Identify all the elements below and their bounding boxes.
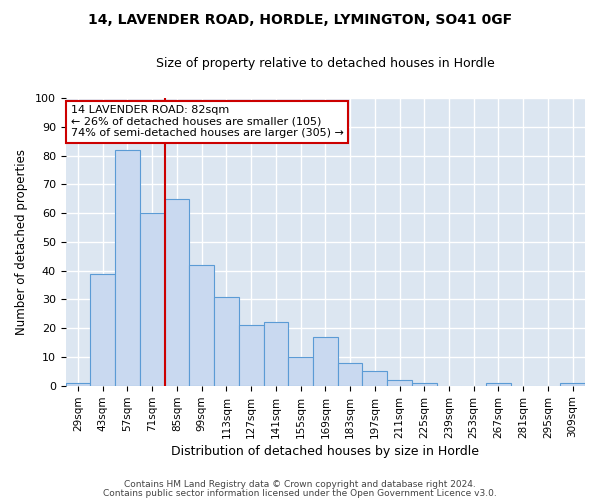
Bar xyxy=(412,383,437,386)
Text: Contains public sector information licensed under the Open Government Licence v3: Contains public sector information licen… xyxy=(103,488,497,498)
Bar xyxy=(387,380,412,386)
Bar xyxy=(115,150,140,386)
Text: 14, LAVENDER ROAD, HORDLE, LYMINGTON, SO41 0GF: 14, LAVENDER ROAD, HORDLE, LYMINGTON, SO… xyxy=(88,12,512,26)
Text: 14 LAVENDER ROAD: 82sqm
← 26% of detached houses are smaller (105)
74% of semi-d: 14 LAVENDER ROAD: 82sqm ← 26% of detache… xyxy=(71,105,344,138)
Text: Contains HM Land Registry data © Crown copyright and database right 2024.: Contains HM Land Registry data © Crown c… xyxy=(124,480,476,489)
Bar xyxy=(140,213,164,386)
Bar xyxy=(65,383,91,386)
Bar xyxy=(560,383,585,386)
Bar xyxy=(313,337,338,386)
X-axis label: Distribution of detached houses by size in Hordle: Distribution of detached houses by size … xyxy=(172,444,479,458)
Title: Size of property relative to detached houses in Hordle: Size of property relative to detached ho… xyxy=(156,58,495,70)
Bar xyxy=(486,383,511,386)
Bar xyxy=(288,357,313,386)
Bar xyxy=(164,198,190,386)
Bar xyxy=(239,326,263,386)
Bar xyxy=(263,322,288,386)
Bar xyxy=(338,362,362,386)
Bar xyxy=(362,372,387,386)
Bar xyxy=(190,265,214,386)
Bar xyxy=(214,296,239,386)
Bar xyxy=(91,274,115,386)
Y-axis label: Number of detached properties: Number of detached properties xyxy=(15,149,28,335)
